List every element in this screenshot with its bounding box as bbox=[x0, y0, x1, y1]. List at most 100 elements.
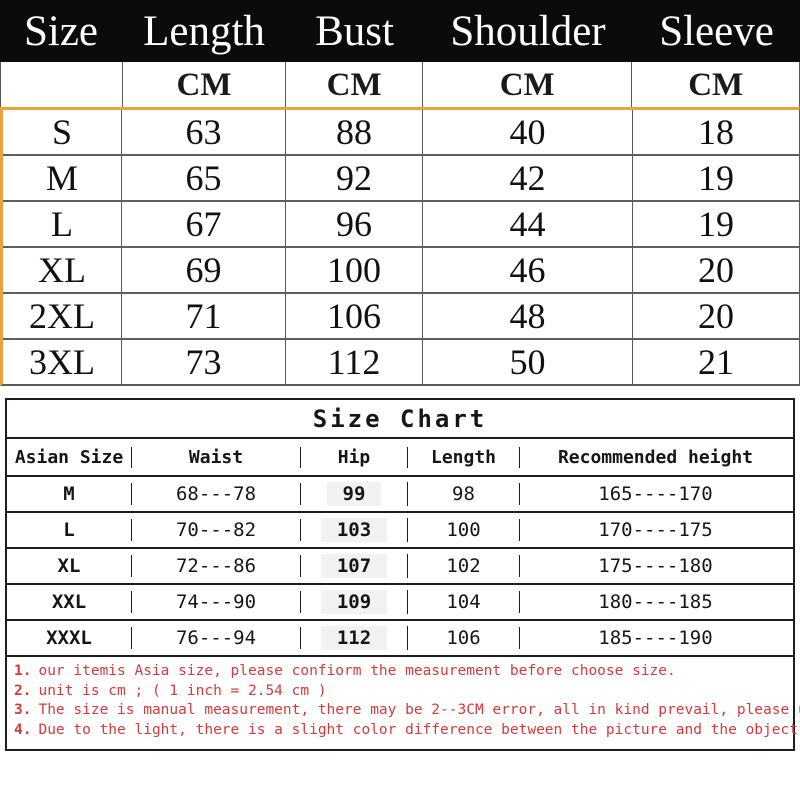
size-cell: 2XL bbox=[3, 294, 122, 338]
size-chart-row-xl: XL 72---86 107 102 175----180 bbox=[7, 549, 793, 585]
sleeve-cell: 21 bbox=[698, 342, 734, 382]
garment-measurement-table: Size Length Bust Shoulder Sleeve CM CM C… bbox=[0, 0, 800, 386]
section-divider bbox=[0, 386, 800, 398]
length-cell: 71 bbox=[122, 294, 286, 338]
hip-value: 109 bbox=[320, 590, 388, 614]
length-cell: 73 bbox=[122, 340, 286, 384]
height-cell: 185----190 bbox=[598, 627, 713, 649]
note-line-2: 2. unit is cm ; ( 1 inch = 2.54 cm ) bbox=[14, 682, 787, 702]
note-text: The size is manual measurement, there ma… bbox=[38, 702, 800, 718]
hip-cell: 107 bbox=[301, 554, 408, 578]
length-cell: 100 bbox=[408, 519, 520, 541]
size-cell: L bbox=[3, 202, 122, 246]
asian-size-cell: M bbox=[7, 483, 132, 505]
unit-cell-empty bbox=[1, 62, 123, 107]
measurement-rows: S 63 88 40 18 M 65 92 42 19 L 67 96 44 1… bbox=[0, 107, 800, 386]
hip-cell: 109 bbox=[301, 590, 408, 614]
sleeve-cell: 20 bbox=[698, 296, 734, 336]
column-header-waist: Waist bbox=[132, 446, 301, 468]
shoulder-cell: 42 bbox=[423, 156, 633, 200]
length-cell: 69 bbox=[122, 248, 286, 292]
length-cell: 106 bbox=[408, 627, 520, 649]
size-cell: XL bbox=[3, 248, 122, 292]
note-number: 3. bbox=[14, 702, 32, 718]
bust-cell: 88 bbox=[286, 110, 423, 154]
length-cell: 63 bbox=[122, 110, 286, 154]
table-row-2xl: 2XL 71 106 48 20 bbox=[3, 294, 799, 340]
sleeve-cell: 19 bbox=[698, 158, 734, 198]
note-line-3: 3. The size is manual measurement, there … bbox=[14, 701, 800, 721]
length-cell: 102 bbox=[408, 555, 520, 577]
size-chart-row-l: L 70---82 103 100 170----175 bbox=[7, 513, 793, 549]
column-header-hip: Hip bbox=[301, 446, 408, 468]
column-header-recommended-height: Recommended height bbox=[557, 446, 754, 468]
unit-cell-shoulder: CM bbox=[423, 62, 633, 107]
hip-value: 103 bbox=[320, 518, 388, 542]
waist-cell: 74---90 bbox=[132, 591, 301, 613]
note-line-1: 1. our itemis Asia size, please confiorm … bbox=[14, 662, 787, 682]
asian-size-cell: XXXL bbox=[7, 627, 132, 649]
size-chart-row-m: M 68---78 99 98 165----170 bbox=[7, 477, 793, 513]
size-chart-row-xxl: XXL 74---90 109 104 180----185 bbox=[7, 585, 793, 621]
hip-value: 99 bbox=[326, 482, 382, 506]
length-cell: 104 bbox=[408, 591, 520, 613]
hip-cell: 103 bbox=[301, 518, 408, 542]
column-header-length: Length bbox=[143, 7, 265, 55]
table-row-m: M 65 92 42 19 bbox=[3, 156, 799, 202]
column-header-bust: Bust bbox=[315, 7, 394, 55]
table-row-xl: XL 69 100 46 20 bbox=[3, 248, 799, 294]
bust-cell: 92 bbox=[286, 156, 423, 200]
unit-cell-sleeve: CM bbox=[688, 67, 744, 103]
sleeve-cell: 20 bbox=[698, 250, 734, 290]
hip-value: 107 bbox=[320, 554, 388, 578]
unit-row: CM CM CM CM bbox=[0, 62, 800, 107]
height-cell: 170----175 bbox=[598, 519, 713, 541]
disclaimer-notes: 1. our itemis Asia size, please confiorm … bbox=[7, 657, 800, 749]
height-cell: 175----180 bbox=[598, 555, 713, 577]
table-row-s: S 63 88 40 18 bbox=[3, 110, 799, 156]
table-row-l: L 67 96 44 19 bbox=[3, 202, 799, 248]
hip-cell: 99 bbox=[301, 482, 408, 506]
size-cell: M bbox=[3, 156, 122, 200]
asian-size-cell: L bbox=[7, 519, 132, 541]
column-header-asian-size: Asian Size bbox=[7, 446, 132, 468]
note-number: 4. bbox=[14, 721, 32, 738]
note-text: unit is cm ; ( 1 inch = 2.54 cm ) bbox=[38, 682, 327, 699]
size-cell: S bbox=[3, 110, 122, 154]
column-header-shoulder: Shoulder bbox=[450, 7, 606, 55]
bust-cell: 96 bbox=[286, 202, 423, 246]
bust-cell: 100 bbox=[286, 248, 423, 292]
unit-cell-bust: CM bbox=[286, 62, 423, 107]
waist-cell: 70---82 bbox=[132, 519, 301, 541]
note-number: 2. bbox=[14, 682, 32, 699]
hip-cell: 112 bbox=[301, 626, 408, 650]
waist-cell: 72---86 bbox=[132, 555, 301, 577]
waist-cell: 76---94 bbox=[132, 627, 301, 649]
bust-cell: 106 bbox=[286, 294, 423, 338]
shoulder-cell: 46 bbox=[423, 248, 633, 292]
column-header-size: Size bbox=[23, 7, 99, 55]
asian-size-cell: XXL bbox=[7, 591, 132, 613]
measurement-table-header-row: Size Length Bust Shoulder Sleeve bbox=[0, 0, 800, 62]
waist-cell: 68---78 bbox=[132, 483, 301, 505]
asian-size-cell: XL bbox=[7, 555, 132, 577]
height-cell: 165----170 bbox=[598, 483, 713, 505]
shoulder-cell: 50 bbox=[423, 340, 633, 384]
table-row-3xl: 3XL 73 112 50 21 bbox=[3, 340, 799, 384]
note-text: our itemis Asia size, please confiorm th… bbox=[38, 663, 676, 679]
size-chart-section: Size Chart Asian Size Waist Hip Length R… bbox=[5, 398, 800, 751]
hip-value: 112 bbox=[320, 626, 388, 650]
note-line-4: 4. Due to the light, there is a slight co… bbox=[14, 721, 800, 741]
length-cell: 67 bbox=[122, 202, 286, 246]
shoulder-cell: 40 bbox=[423, 110, 633, 154]
shoulder-cell: 44 bbox=[423, 202, 633, 246]
height-cell: 180----185 bbox=[598, 591, 713, 613]
size-chart-row-xxxl: XXXL 76---94 112 106 185----190 bbox=[7, 621, 793, 657]
length-cell: 65 bbox=[122, 156, 286, 200]
shoulder-cell: 48 bbox=[423, 294, 633, 338]
column-header-sleeve: Sleeve bbox=[659, 7, 774, 55]
note-text: Due to the light, there is a slight colo… bbox=[38, 721, 800, 738]
length-cell: 98 bbox=[408, 483, 520, 505]
size-chart-title: Size Chart bbox=[7, 400, 793, 439]
size-chart-header-row: Asian Size Waist Hip Length Recommended … bbox=[7, 439, 793, 477]
